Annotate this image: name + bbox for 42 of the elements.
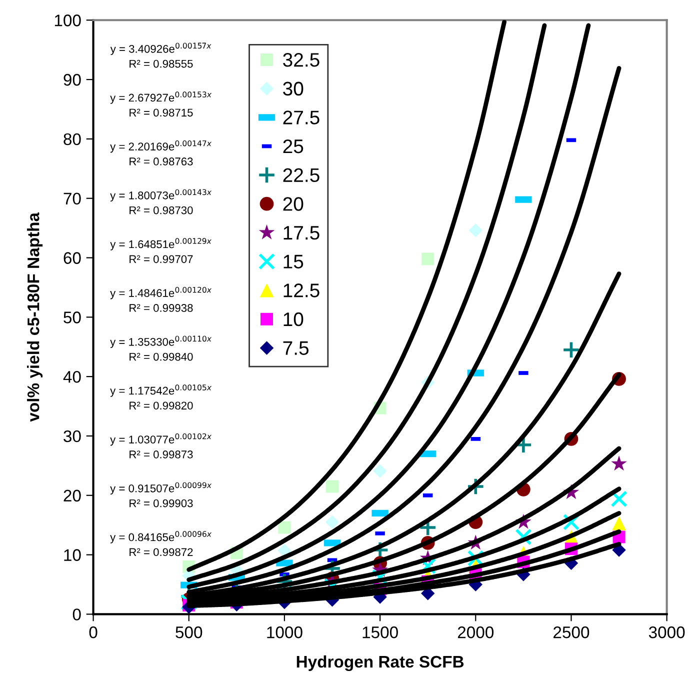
x-tick-label: 500 [176, 626, 202, 638]
y-axis-title: vol% yield c5-180F Naptha [27, 212, 43, 422]
legend-label: 10 [284, 312, 304, 326]
x-tick-label: 3000 [648, 626, 685, 638]
y-tick-label: 90 [64, 74, 81, 86]
legend-label: 32.5 [283, 52, 320, 67]
legend-label: 17.5 [284, 226, 320, 240]
y-tick-label: 100 [54, 14, 81, 26]
y-tick-label: 60 [64, 252, 81, 264]
text: y = 0.91507e$^{0.00099x}$ R² = 0.99903 [110, 482, 212, 508]
x-tick-label: 1000 [267, 626, 302, 638]
y-tick-label: 40 [63, 370, 81, 383]
y-tick-label: 20 [64, 490, 81, 502]
legend-label: 27.5 [283, 110, 320, 124]
y-tick-label: 10 [64, 549, 81, 561]
text: y = 1.64851e$^{0.00129x}$ R² = 0.99707 [110, 238, 212, 264]
text: y = 2.67927e$^{0.00153x}$ R² = 0.98715 [110, 92, 212, 117]
text: y = 2.20169e$^{0.00147x}$ R² = 0.98763 [110, 140, 212, 166]
text: y = 1.17542e$^{0.00105x}$ R² = 0.99820 [110, 384, 212, 410]
text: y = 1.03077e$^{0.00102x}$ R² = 0.99873 [110, 433, 212, 458]
text: y = 1.48461e$^{0.00120x}$ R² = 0.99938 [110, 286, 212, 312]
x-tick-label: 1500 [362, 626, 398, 638]
legend-label: 15 [284, 254, 304, 268]
legend-label: 30 [283, 82, 304, 96]
x-tick-label: 2000 [458, 626, 494, 638]
text: y = 0.84165e$^{0.00096x}$ R² = 0.99872 [110, 531, 212, 556]
y-tick-label: 30 [64, 430, 81, 442]
legend-label: 12.5 [284, 284, 320, 298]
y-tick-label: 80 [64, 133, 81, 146]
y-tick-label: 70 [64, 192, 81, 205]
legend-label: 25 [283, 139, 304, 154]
x-axis-title: Hydrogen Rate SCFB [296, 655, 464, 672]
text: y = 1.35330e$^{0.00110x}$ R² = 0.99840 [110, 336, 212, 361]
x-tick-label: 0 [89, 626, 98, 638]
text: y = 3.40926e$^{0.00157x}$ R² = 0.98555 [110, 42, 212, 68]
text: y = 1.80073e$^{0.00143x}$ R² = 0.98730 [110, 189, 212, 214]
legend-label: 7.5 [283, 341, 309, 355]
y-tick-label: 50 [64, 312, 81, 324]
legend-label: 20 [283, 197, 304, 211]
legend-label: 22.5 [283, 168, 320, 182]
x-tick-label: 2500 [554, 626, 590, 638]
y-tick-label: 0 [72, 608, 81, 620]
